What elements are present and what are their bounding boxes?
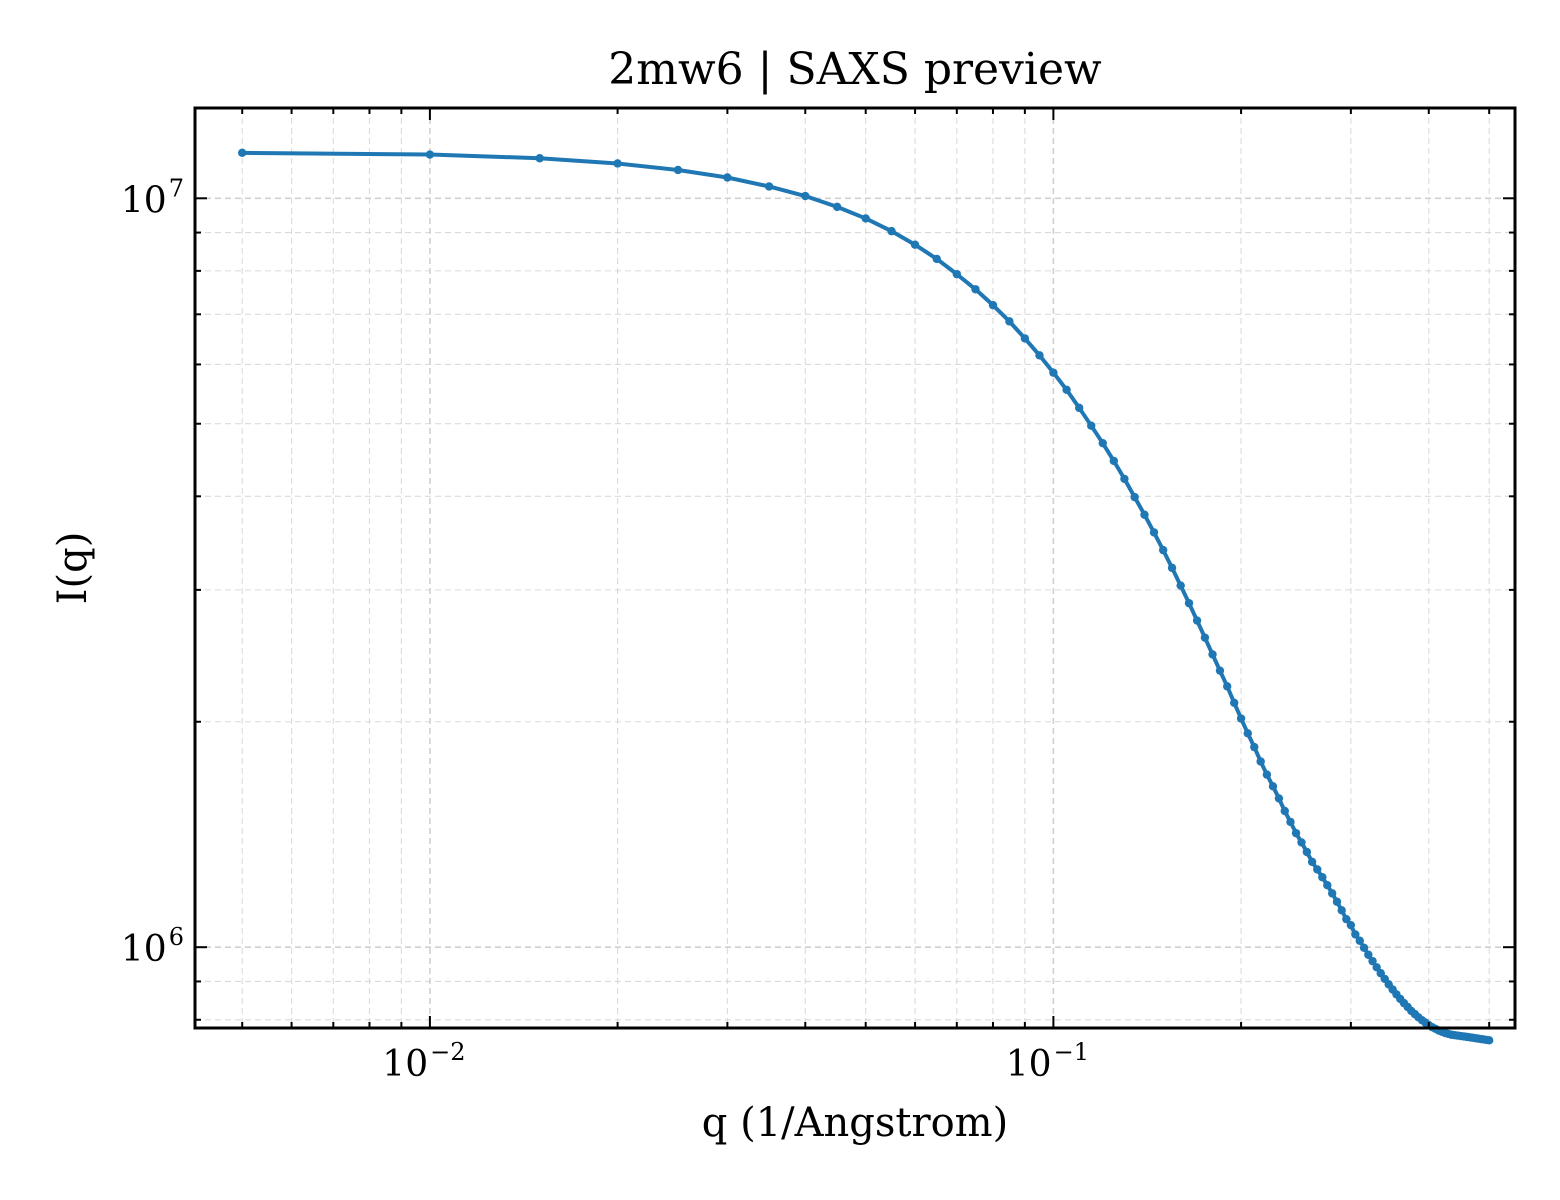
data-point xyxy=(1158,545,1168,555)
grid-lines xyxy=(195,108,1515,1028)
data-point xyxy=(1359,943,1369,953)
data-point xyxy=(1262,770,1272,779)
x-tick-exponent: −1 xyxy=(1054,1038,1089,1066)
data-point xyxy=(1109,456,1119,466)
data-point xyxy=(1087,421,1096,430)
data-point xyxy=(1098,438,1107,448)
data-point xyxy=(535,154,544,163)
data-point xyxy=(887,226,896,236)
data-point xyxy=(861,214,870,223)
data-point xyxy=(1351,930,1360,939)
data-point xyxy=(1049,368,1058,377)
data-point xyxy=(1337,906,1346,915)
data-point xyxy=(1208,650,1217,659)
data-point xyxy=(910,240,920,249)
x-tick-exponent: −2 xyxy=(430,1038,465,1066)
data-point xyxy=(801,191,810,201)
data-point xyxy=(1280,806,1289,816)
data-point xyxy=(1130,492,1139,502)
data-point xyxy=(1318,873,1327,882)
data-point xyxy=(1323,880,1332,890)
y-tick-exponent: 7 xyxy=(169,174,184,202)
y-tick-exponent: 6 xyxy=(169,923,184,951)
data-point xyxy=(1062,385,1071,394)
data-point xyxy=(1005,317,1014,326)
data-point xyxy=(1176,581,1185,590)
data-point xyxy=(1355,936,1364,945)
data-point xyxy=(1250,742,1259,752)
data-point xyxy=(1302,847,1312,857)
data-point xyxy=(1200,633,1210,642)
y-axis-label: I(q) xyxy=(50,532,96,605)
y-tick-label: 106 xyxy=(121,923,184,970)
data-point xyxy=(1230,698,1239,707)
data-point xyxy=(1364,950,1373,959)
x-axis-label: q (1/Angstrom) xyxy=(702,1100,1008,1146)
data-point xyxy=(1120,474,1129,484)
data-point xyxy=(1192,616,1202,625)
data-point xyxy=(1256,757,1265,766)
x-tick-label: 10−2 xyxy=(382,1038,465,1085)
data-point xyxy=(1286,817,1295,827)
data-point xyxy=(952,269,962,279)
data-point xyxy=(1327,889,1337,898)
data-point xyxy=(1368,956,1377,966)
data-point xyxy=(1074,403,1084,413)
data-point xyxy=(1342,914,1351,924)
data-point xyxy=(1346,920,1356,930)
y-tick-base: 10 xyxy=(121,929,167,970)
plot-frame xyxy=(193,106,1517,1030)
data-point xyxy=(1035,351,1044,360)
data-point xyxy=(1291,828,1301,838)
data-point xyxy=(764,182,774,191)
data-point xyxy=(1274,794,1284,803)
y-tick-base: 10 xyxy=(121,180,167,221)
data-point xyxy=(1268,782,1278,791)
data-point xyxy=(1243,729,1252,738)
data-point xyxy=(425,150,435,159)
data-point xyxy=(1372,963,1381,972)
data-point xyxy=(1222,682,1232,691)
data-point xyxy=(932,254,941,264)
data-point xyxy=(723,173,732,182)
data-point xyxy=(673,165,683,175)
data-point xyxy=(1215,666,1225,675)
series-layer xyxy=(238,148,1494,1045)
y-tick-label: 107 xyxy=(121,174,184,221)
x-tick-label: 10−1 xyxy=(1006,1038,1089,1085)
data-point xyxy=(1484,1036,1494,1045)
tick-marks xyxy=(195,108,1515,1028)
data-point xyxy=(1020,334,1030,343)
data-point xyxy=(988,300,998,310)
data-point xyxy=(1297,838,1306,847)
data-point xyxy=(832,202,842,212)
data-point xyxy=(1167,563,1177,573)
data-point xyxy=(1236,714,1246,723)
data-point xyxy=(971,285,980,294)
data-point xyxy=(1140,510,1149,519)
data-point xyxy=(1149,528,1159,537)
data-point xyxy=(1313,865,1322,874)
data-point xyxy=(1307,857,1317,867)
series-line xyxy=(242,150,1490,1043)
data-point xyxy=(1184,598,1194,608)
data-point xyxy=(1332,897,1342,906)
chart-title: 2mw6 | SAXS preview xyxy=(608,44,1102,95)
data-point xyxy=(613,159,622,168)
data-point xyxy=(238,148,247,158)
